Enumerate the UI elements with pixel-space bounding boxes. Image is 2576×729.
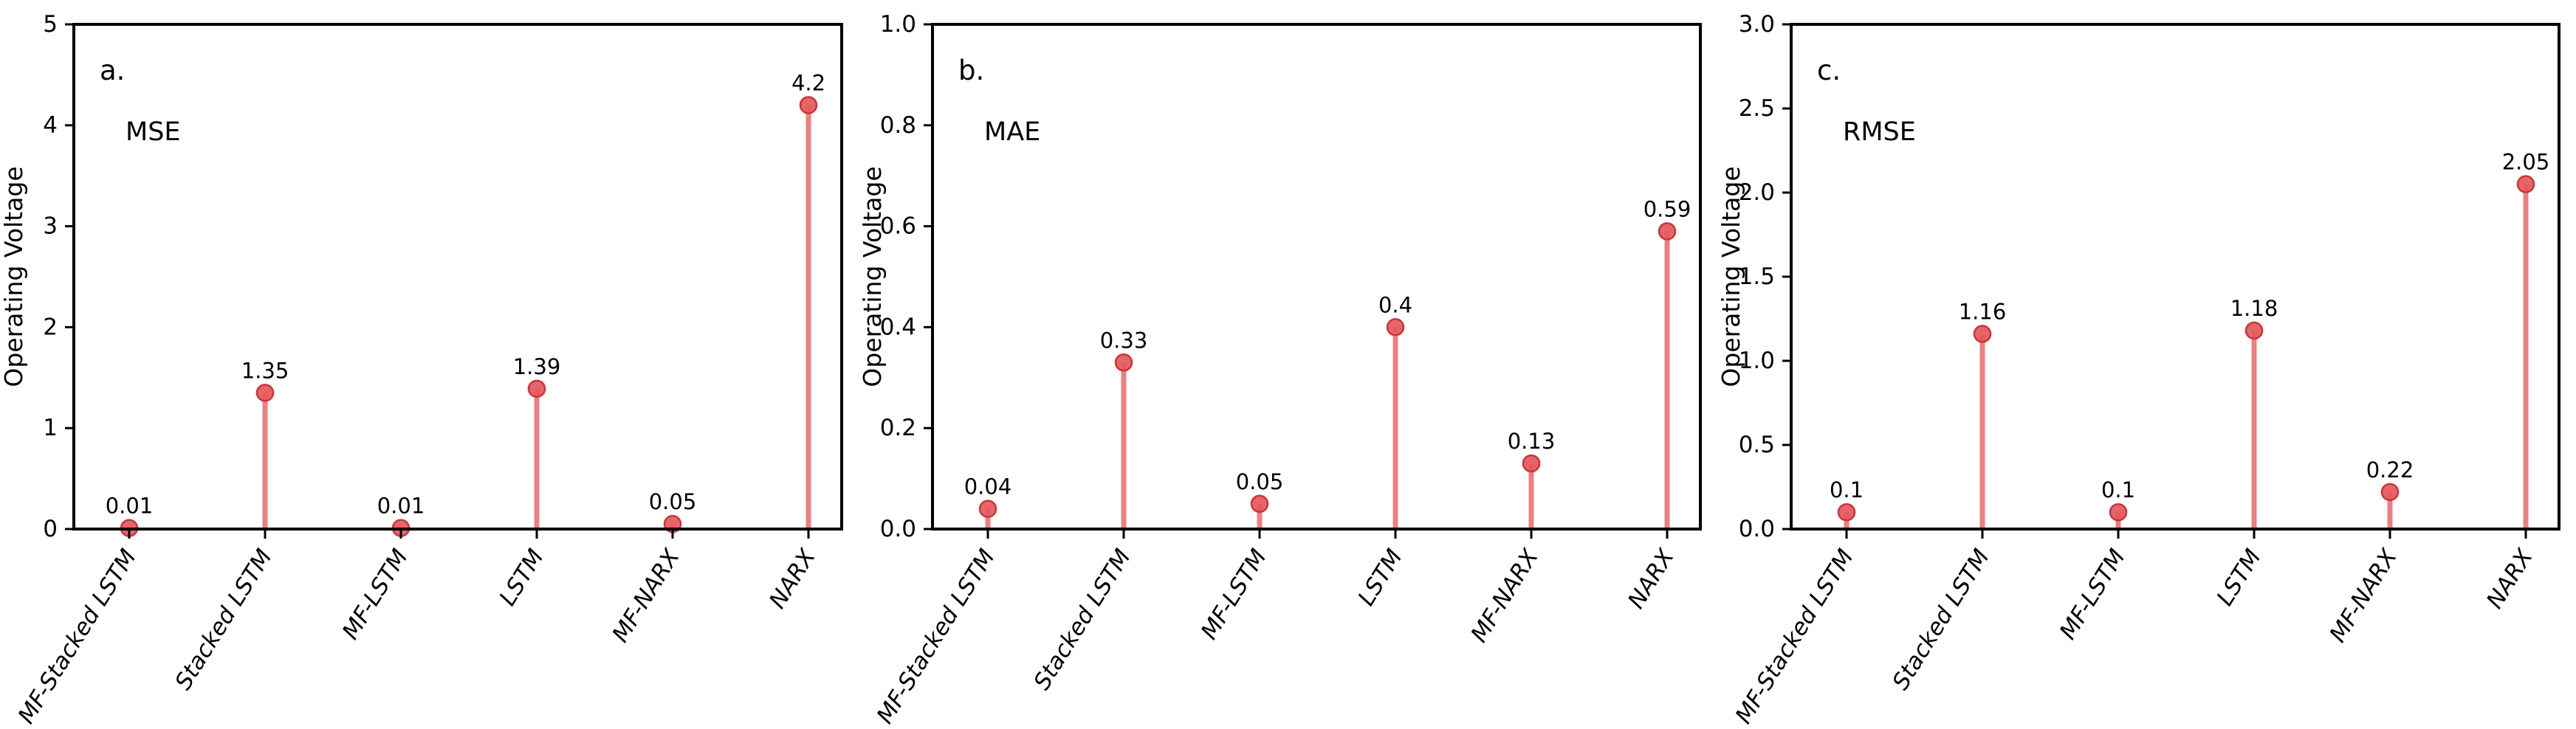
value-annotation: 2.05 xyxy=(2502,150,2550,175)
y-axis-tick-label: 4 xyxy=(43,112,58,139)
value-annotation: 1.18 xyxy=(2230,296,2278,321)
value-annotation: 1.39 xyxy=(513,354,561,379)
value-annotation: 0.22 xyxy=(2366,457,2414,483)
y-axis-tick-label: 0 xyxy=(43,516,58,542)
value-annotation: 0.01 xyxy=(106,494,154,519)
value-annotation: 0.13 xyxy=(1508,429,1556,454)
value-annotation: 0.4 xyxy=(1378,292,1412,317)
data-point-marker xyxy=(1658,222,1677,241)
y-axis-tick-label: 0.5 xyxy=(1739,432,1775,458)
panel-letter-label: a. xyxy=(100,55,125,86)
x-axis-category-label: LSTM xyxy=(1353,545,1407,610)
y-axis-tick-label: 1.0 xyxy=(880,11,916,38)
data-point-marker xyxy=(1522,454,1541,473)
y-axis-tick-label: 1.0 xyxy=(1739,348,1775,374)
x-axis-category-label: NARX xyxy=(764,545,821,614)
data-point-marker xyxy=(1973,325,1992,343)
data-point-marker xyxy=(1386,318,1405,336)
y-axis-tick-label: 0.0 xyxy=(880,516,916,542)
y-axis-tick-label: 0.0 xyxy=(1739,516,1775,542)
value-annotation: 0.05 xyxy=(1236,469,1284,494)
y-axis-tick-label: 3 xyxy=(43,213,58,240)
panel-c-rmse-chart: 0.0 0.5 1.0 1.5 2.0 2.5 3.0 MF-Stacked LSTM Stac… xyxy=(1717,11,2560,728)
value-annotation: 4.2 xyxy=(791,70,825,95)
plot-frame xyxy=(931,23,1702,531)
plot-frame xyxy=(1790,23,2560,531)
x-axis-category-label: MF-NARX xyxy=(1466,545,1544,648)
data-point-marker xyxy=(1837,502,1856,522)
x-axis-category-label: LSTM xyxy=(2211,545,2266,610)
x-axis-category-label: MF-LSTM xyxy=(1196,545,1272,644)
y-axis-title: Operating Voltage xyxy=(859,166,887,387)
data-point-marker xyxy=(2109,502,2128,522)
data-point-marker xyxy=(2244,321,2264,340)
y-axis-tick-label: 2.5 xyxy=(1739,95,1775,122)
y-axis-tick-label: 2 xyxy=(43,314,58,340)
value-annotation: 0.1 xyxy=(1830,477,1864,502)
y-axis-tick-label: 0.2 xyxy=(880,415,916,441)
x-axis-category-label: NARX xyxy=(1623,545,1680,614)
y-axis-tick-label: 5 xyxy=(43,11,58,38)
metric-title: RMSE xyxy=(1843,117,1916,147)
y-axis-tick-label: 1.5 xyxy=(1739,263,1775,290)
data-point-marker xyxy=(2516,175,2535,193)
y-axis-tick-label: 0.8 xyxy=(880,112,916,139)
value-annotation: 1.35 xyxy=(241,358,289,383)
panel-b-mae-chart: 0.0 0.2 0.4 0.6 0.8 1.0 MF-Stacked LSTM Stacked… xyxy=(859,11,1702,728)
metric-title: MSE xyxy=(126,117,181,147)
x-axis-category-label: NARX xyxy=(2481,545,2538,614)
x-axis-category-label: MF-Stacked LSTM xyxy=(13,545,142,728)
y-axis-tick-label: 0.4 xyxy=(880,314,916,340)
value-annotation: 0.1 xyxy=(2101,477,2135,502)
data-point-marker xyxy=(527,379,546,398)
panel-a-mse-chart: 0 1 2 3 4 5 MF-Stacked LSTM Stacked LSTM MF-LSTM… xyxy=(0,11,843,728)
x-axis-category-label: MF-NARX xyxy=(2324,545,2402,648)
data-point-marker xyxy=(978,500,997,518)
data-point-marker xyxy=(1114,353,1133,372)
value-annotation: 0.05 xyxy=(649,489,697,514)
value-annotation: 0.59 xyxy=(1644,196,1691,221)
panel-letter-label: b. xyxy=(958,55,984,86)
metric-title: MAE xyxy=(984,117,1040,147)
x-axis-category-label: MF-LSTM xyxy=(337,545,413,644)
x-axis-category-label: Stacked LSTM xyxy=(170,545,278,694)
x-axis-category-label: Stacked LSTM xyxy=(1028,545,1136,694)
value-annotation: 0.04 xyxy=(964,474,1012,500)
y-axis-title: Operating Voltage xyxy=(0,166,28,387)
x-axis-category-label: LSTM xyxy=(494,545,549,610)
value-annotation: 0.01 xyxy=(377,494,425,519)
value-annotation: 0.33 xyxy=(1100,328,1148,353)
x-axis-category-label: MF-Stacked LSTM xyxy=(1731,545,1859,728)
data-point-marker xyxy=(255,384,275,402)
y-axis-tick-label: 2.0 xyxy=(1739,179,1775,206)
y-axis-title: Operating Voltage xyxy=(1717,166,1745,387)
data-point-marker xyxy=(2380,483,2400,502)
y-axis-tick-label: 1 xyxy=(43,415,58,441)
data-point-marker xyxy=(799,96,818,114)
x-axis-category-label: MF-NARX xyxy=(607,545,685,648)
panel-letter-label: c. xyxy=(1817,55,1841,86)
y-axis-tick-label: 3.0 xyxy=(1739,11,1775,38)
y-axis-tick-label: 0.6 xyxy=(880,213,916,240)
x-axis-category-label: MF-LSTM xyxy=(2055,545,2131,644)
plot-frame xyxy=(72,23,843,531)
data-point-marker xyxy=(1250,494,1269,514)
x-axis-category-label: Stacked LSTM xyxy=(1887,545,1995,694)
value-annotation: 1.16 xyxy=(1959,300,2007,325)
x-axis-category-label: MF-Stacked LSTM xyxy=(872,545,1000,728)
